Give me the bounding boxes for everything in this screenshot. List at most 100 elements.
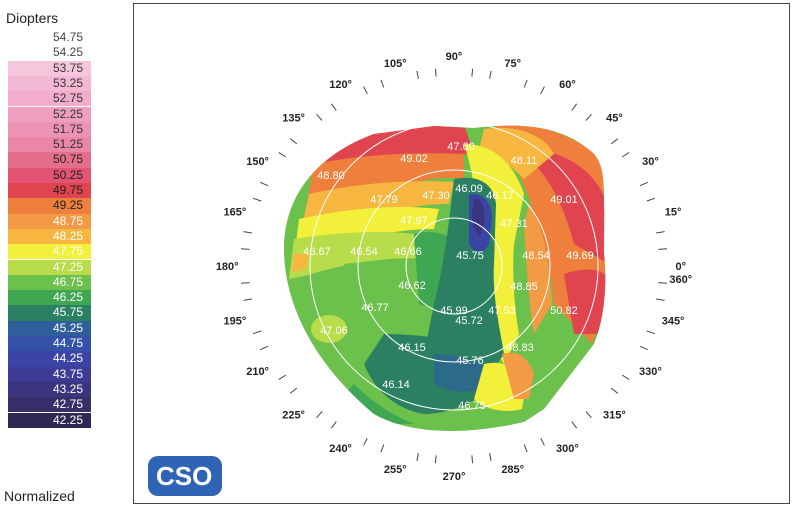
diopter-value-label: 45.76 xyxy=(456,355,484,367)
diopter-value-label: 47.60 xyxy=(447,141,475,153)
degree-tick xyxy=(330,421,337,429)
degree-tick xyxy=(658,282,668,284)
degree-label: 90° xyxy=(446,51,463,63)
degree-tick xyxy=(489,70,492,79)
degree-label-360: 360° xyxy=(669,274,692,286)
legend-row: 52.75 xyxy=(8,91,91,107)
degree-tick xyxy=(656,298,665,301)
degree-tick xyxy=(316,411,323,419)
degree-tick xyxy=(289,138,298,145)
degree-labels: 0° 15° 30° 45° 60° 75° 90° 105° 120° 135° 150° 165°… xyxy=(216,51,692,483)
diopter-value-label: 47.53 xyxy=(488,305,516,317)
degree-tick xyxy=(523,79,528,88)
degree-tick xyxy=(658,248,668,250)
degree-tick xyxy=(621,374,630,381)
degree-label: 255° xyxy=(384,464,407,476)
diopter-value-label: 47.79 xyxy=(370,194,398,206)
degree-tick xyxy=(380,79,385,88)
ring-outer xyxy=(309,121,599,411)
ring-inner xyxy=(405,217,503,315)
degree-label: 270° xyxy=(443,471,466,483)
diopter-value-label: 49.01 xyxy=(550,194,578,206)
degree-tick xyxy=(523,444,528,453)
diopter-value-label: 46.15 xyxy=(398,342,426,354)
legend-row: 45.75 xyxy=(8,305,91,321)
cso-logo: CSO xyxy=(148,456,222,496)
legend-row: 51.75 xyxy=(8,121,91,138)
legend-row: 44.75 xyxy=(8,336,91,352)
degree-tick xyxy=(240,248,250,250)
degree-label: 150° xyxy=(246,156,269,168)
corneal-topography-map: 0° 15° 30° 45° 60° 75° 90° 105° 120° 135° 150° 165°… xyxy=(148,51,692,496)
legend-row: 49.25 xyxy=(8,198,91,214)
legend-title: Diopters xyxy=(6,10,59,26)
degree-tick xyxy=(621,151,630,158)
legend-row: 51.25 xyxy=(8,137,91,153)
diopter-value-label: 47.30 xyxy=(422,190,450,202)
degree-label: 225° xyxy=(282,410,305,422)
degree-label: 75° xyxy=(504,58,521,70)
diopter-value-label: 46.66 xyxy=(394,246,422,258)
degree-label: 60° xyxy=(559,79,576,91)
degree-tick xyxy=(416,453,419,462)
degree-tick xyxy=(380,444,385,453)
degree-tick xyxy=(639,181,648,187)
diopter-value-label: 48.85 xyxy=(510,281,538,293)
legend-row: 42.75 xyxy=(8,397,91,413)
degree-tick xyxy=(540,437,545,446)
diopter-value-label: 46.54 xyxy=(350,246,378,258)
degree-label: 165° xyxy=(224,207,247,219)
ring-middle xyxy=(357,169,551,363)
degree-label: 330° xyxy=(639,366,662,378)
legend-row: 47.25 xyxy=(8,259,91,275)
legend-row: 42.25 xyxy=(8,412,91,428)
legend-footer: Normalized xyxy=(4,488,75,504)
diopter-value-label: 49.69 xyxy=(566,250,594,262)
degree-tick xyxy=(363,86,368,95)
degree-tick xyxy=(278,151,287,158)
degree-tick xyxy=(330,103,337,111)
diopter-value-label: 50.82 xyxy=(550,305,578,317)
diopter-value-label: 46.77 xyxy=(361,302,389,314)
degree-tick xyxy=(585,411,592,419)
diopter-value-label: 45.99 xyxy=(440,305,468,317)
legend-row: 52.25 xyxy=(8,106,91,122)
degree-tick xyxy=(471,455,474,464)
diopter-value-label: 48.11 xyxy=(511,155,538,167)
degree-tick xyxy=(416,70,419,79)
legend-row: 47.75 xyxy=(8,244,91,260)
legend-row: 49.75 xyxy=(8,183,91,199)
diopter-value-label: 48.83 xyxy=(506,342,534,354)
degree-tick xyxy=(434,455,437,464)
degree-label: 180° xyxy=(216,261,239,273)
diopter-value-label: 46.62 xyxy=(398,280,426,292)
diopter-value-label: 47.31 xyxy=(500,218,528,230)
degree-tick xyxy=(252,197,262,202)
reference-rings xyxy=(309,121,599,411)
degree-tick xyxy=(240,282,250,284)
degree-label: 195° xyxy=(224,315,247,327)
legend-row: 48.25 xyxy=(8,228,91,245)
degree-tick xyxy=(571,421,578,429)
degree-tick xyxy=(639,345,648,351)
degree-label: 345° xyxy=(662,315,685,327)
degree-tick xyxy=(585,113,592,121)
legend-row: 43.75 xyxy=(8,366,91,382)
degree-tick xyxy=(610,387,619,394)
degree-label: 300° xyxy=(556,443,579,455)
degree-label: 30° xyxy=(642,156,659,168)
degree-tick xyxy=(489,453,492,462)
degree-label: 0° xyxy=(676,261,687,273)
legend-row: 53.75 xyxy=(8,60,91,76)
legend-row: 50.75 xyxy=(8,152,91,168)
degree-tick xyxy=(571,103,578,111)
degree-ticks xyxy=(240,68,668,464)
degree-label: 315° xyxy=(603,410,626,422)
degree-tick xyxy=(316,113,323,121)
diopter-value-label: 45.72 xyxy=(455,315,483,327)
degree-tick xyxy=(646,330,656,335)
legend-row: 53.25 xyxy=(8,75,91,92)
degree-tick xyxy=(656,231,665,234)
degree-label: 15° xyxy=(665,207,682,219)
